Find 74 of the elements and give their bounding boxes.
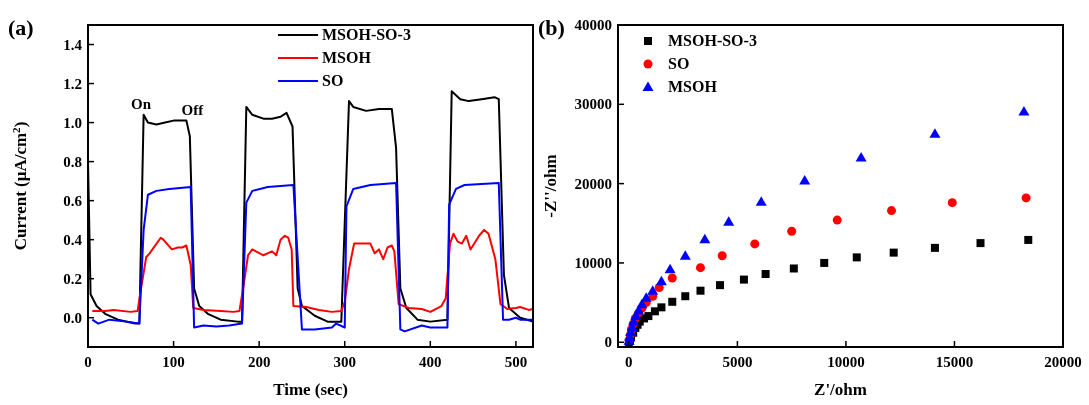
x-tick-label: 200 bbox=[247, 354, 271, 370]
x-tick-label: 10000 bbox=[827, 354, 865, 370]
x-axis-title: Time (sec) bbox=[273, 380, 348, 399]
legend-label: MSOH-SO-3 bbox=[322, 26, 411, 43]
y-tick-label: 0 bbox=[604, 334, 612, 351]
point bbox=[716, 281, 725, 290]
line-series bbox=[91, 182, 533, 333]
legend-label: MSOH bbox=[322, 49, 372, 66]
point bbox=[1024, 235, 1033, 244]
y-tick-label: 0.8 bbox=[63, 153, 82, 170]
x-tick-label: 20000 bbox=[1044, 354, 1082, 370]
text: (b) bbox=[538, 15, 565, 40]
point bbox=[1021, 193, 1031, 203]
y-tick-label: 30000 bbox=[574, 96, 612, 113]
annotation: On bbox=[131, 95, 152, 112]
point bbox=[750, 239, 760, 249]
point bbox=[852, 253, 861, 262]
point bbox=[717, 251, 727, 261]
point bbox=[761, 270, 770, 279]
y-tick-label: 0.0 bbox=[63, 309, 82, 326]
x-tick-label: 100 bbox=[162, 354, 185, 370]
point bbox=[696, 286, 705, 295]
x-tick-label: 400 bbox=[419, 354, 442, 370]
text: (a) bbox=[8, 15, 34, 40]
point bbox=[929, 128, 941, 138]
point bbox=[976, 239, 985, 248]
y-tick-label: 1.2 bbox=[63, 75, 82, 92]
point bbox=[657, 303, 666, 312]
x-axis-title: Z'/ohm bbox=[814, 380, 867, 399]
point bbox=[647, 285, 659, 295]
annotation: Off bbox=[181, 101, 205, 118]
y-axis-title: -Z''/ohm bbox=[541, 154, 560, 218]
point bbox=[787, 226, 797, 236]
point bbox=[640, 292, 652, 302]
y-tick-label: 1.4 bbox=[63, 36, 83, 53]
legend-label: SO bbox=[668, 55, 690, 72]
point bbox=[699, 233, 711, 244]
y-tick-label: 0.4 bbox=[63, 231, 83, 248]
y-tick-label: 0.6 bbox=[63, 192, 83, 209]
point bbox=[1018, 105, 1030, 116]
point bbox=[681, 292, 690, 301]
point bbox=[889, 248, 898, 257]
x-tick-label: 15000 bbox=[935, 354, 974, 370]
legend-label: SO bbox=[322, 72, 344, 89]
point bbox=[668, 297, 677, 306]
x-tick-label: 300 bbox=[333, 354, 356, 370]
point bbox=[664, 263, 676, 274]
point bbox=[739, 275, 748, 284]
point bbox=[947, 198, 957, 208]
legend-label: MSOH bbox=[668, 78, 718, 95]
point bbox=[820, 258, 829, 267]
y-tick-label: 0.2 bbox=[63, 270, 82, 287]
x-tick-label: 5000 bbox=[722, 354, 753, 370]
point bbox=[644, 312, 653, 321]
x-tick-label: 0 bbox=[625, 354, 633, 370]
point bbox=[799, 174, 811, 185]
point bbox=[655, 275, 667, 286]
point bbox=[887, 206, 897, 216]
point bbox=[789, 264, 798, 273]
y-tick-label: 40000 bbox=[574, 17, 612, 33]
x-tick-label: 500 bbox=[504, 354, 528, 370]
point bbox=[667, 273, 677, 283]
point bbox=[679, 250, 691, 260]
point bbox=[755, 196, 767, 206]
point bbox=[723, 216, 735, 226]
y-tick-label: 1.0 bbox=[63, 114, 82, 131]
legend-label: MSOH-SO-3 bbox=[668, 32, 757, 49]
point bbox=[695, 263, 705, 273]
line-series bbox=[91, 228, 533, 313]
point bbox=[832, 215, 842, 225]
point bbox=[855, 151, 867, 162]
y-tick-label: 10000 bbox=[574, 254, 612, 271]
y-tick-label: 20000 bbox=[574, 175, 612, 192]
point bbox=[930, 243, 939, 252]
